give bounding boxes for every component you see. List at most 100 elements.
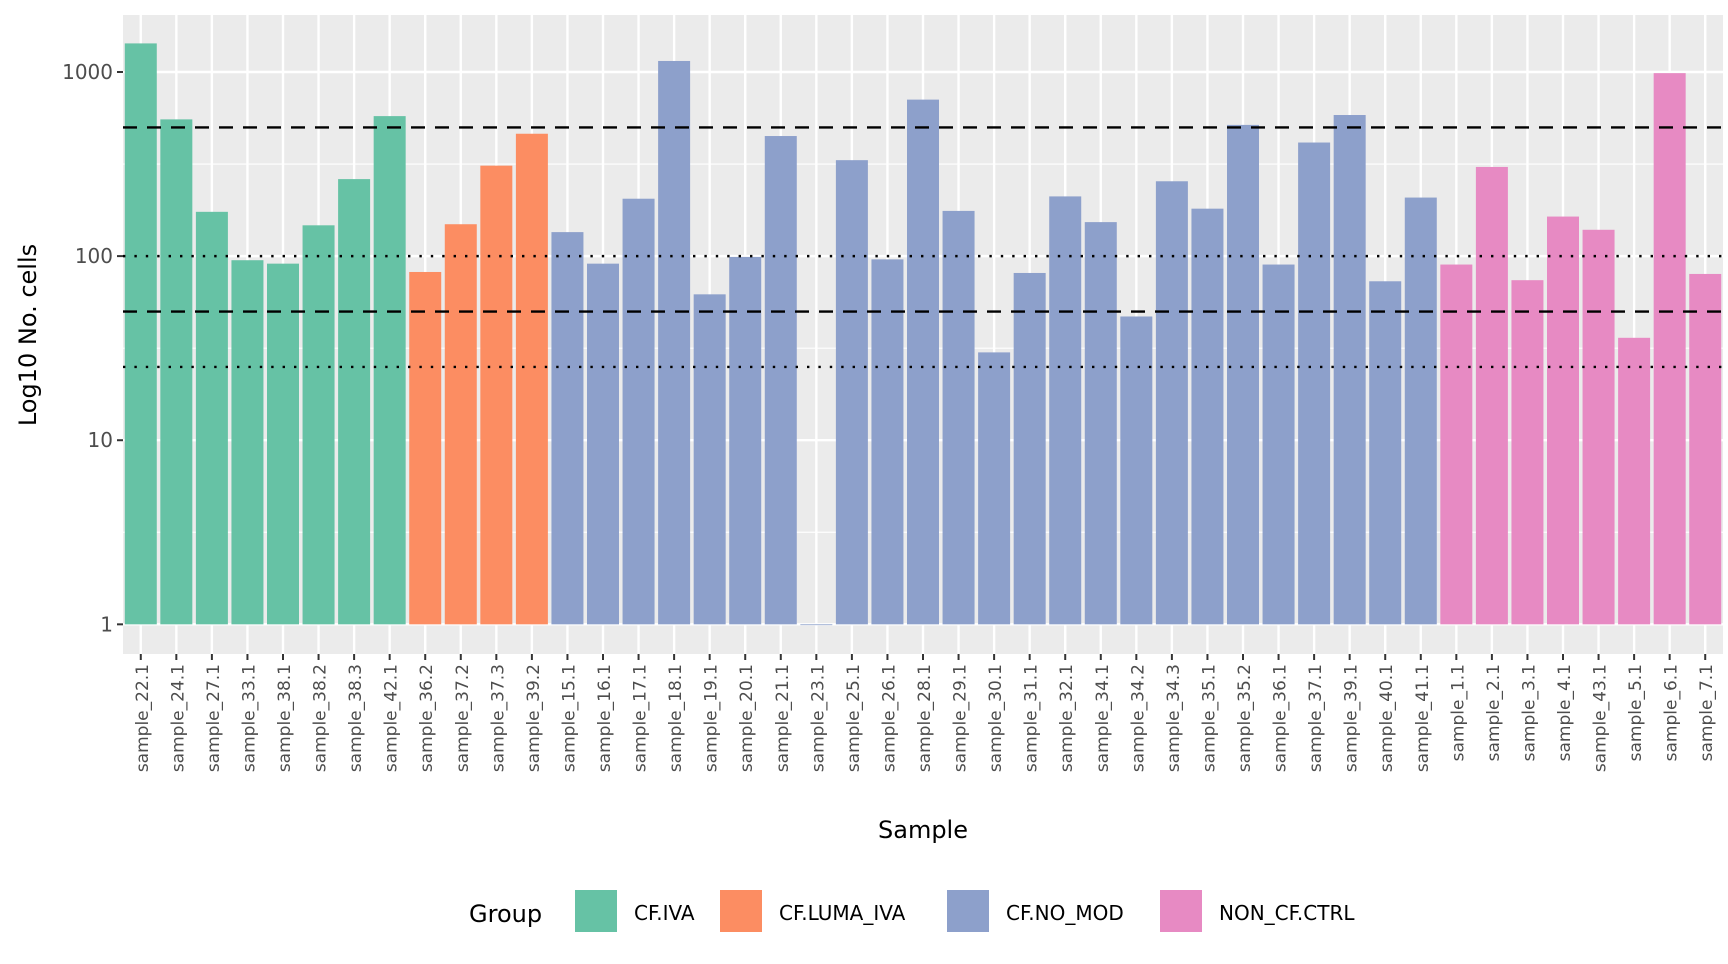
legend-label: CF.LUMA_IVA — [779, 901, 906, 925]
bar-sample_15.1 — [551, 232, 584, 625]
y-tick-label: 1 — [100, 612, 113, 636]
bar-sample_34.3 — [1155, 181, 1188, 625]
bar-sample_31.1 — [1013, 272, 1046, 625]
bar-sample_27.1 — [195, 211, 228, 625]
bar-sample_41.1 — [1404, 197, 1437, 625]
bar-sample_28.1 — [907, 99, 939, 625]
legend-title: Group — [469, 900, 542, 928]
x-tick-label: sample_32.1 — [1057, 664, 1077, 772]
x-tick-label: sample_37.3 — [488, 664, 508, 772]
bar-sample_39.2 — [515, 133, 548, 625]
x-tick-label: sample_37.2 — [453, 664, 473, 772]
bar-sample_1.1 — [1440, 264, 1473, 625]
bar-sample_36.2 — [409, 271, 442, 625]
x-tick-label: sample_30.1 — [986, 664, 1006, 772]
bar-sample_30.1 — [978, 352, 1011, 625]
bar-sample_37.2 — [444, 224, 477, 625]
x-tick-label: sample_34.2 — [1128, 664, 1148, 772]
legend-label: CF.NO_MOD — [1006, 901, 1124, 925]
bar-sample_43.1 — [1582, 229, 1615, 625]
bar-sample_33.1 — [231, 260, 264, 625]
x-tick-label: sample_15.1 — [559, 664, 579, 772]
x-tick-label: sample_7.1 — [1697, 664, 1717, 761]
x-tick-label: sample_36.1 — [1271, 664, 1291, 772]
x-tick-label: sample_3.1 — [1519, 664, 1539, 761]
x-tick-label: sample_6.1 — [1662, 664, 1682, 761]
bar-sample_37.3 — [480, 165, 513, 625]
x-tick-label: sample_5.1 — [1626, 664, 1646, 761]
bar-sample_37.1 — [1298, 142, 1331, 625]
bar-sample_38.2 — [302, 225, 335, 625]
legend-label: CF.IVA — [634, 901, 695, 925]
bar-sample_3.1 — [1511, 280, 1544, 625]
bar-sample_40.1 — [1369, 281, 1402, 625]
x-tick-label: sample_26.1 — [879, 664, 899, 772]
bar-sample_2.1 — [1475, 166, 1508, 625]
bar-sample_34.2 — [1120, 316, 1153, 625]
x-tick-label: sample_22.1 — [133, 664, 153, 772]
x-tick-label: sample_20.1 — [737, 664, 757, 772]
x-tick-label: sample_23.1 — [808, 664, 828, 772]
y-axis-title: Log10 No. cells — [14, 244, 42, 426]
x-tick-label: sample_40.1 — [1377, 664, 1397, 772]
bar-sample_18.1 — [658, 60, 691, 625]
bar-sample_32.1 — [1049, 196, 1082, 625]
x-tick-label: sample_19.1 — [702, 664, 722, 772]
bar-sample_35.2 — [1227, 124, 1259, 625]
bar-sample_20.1 — [729, 256, 762, 625]
bar-sample_23.1 — [800, 624, 833, 626]
legend-key-NON_CF.CTRL — [1160, 890, 1202, 932]
x-tick-label: sample_25.1 — [844, 664, 864, 772]
bar-sample_17.1 — [622, 198, 655, 625]
x-tick-label: sample_35.2 — [1235, 664, 1255, 772]
x-tick-label: sample_4.1 — [1555, 664, 1575, 761]
x-tick-label: sample_35.1 — [1199, 664, 1219, 772]
legend-key-CF.NO_MOD — [947, 890, 989, 932]
bar-sample_29.1 — [942, 210, 975, 625]
bar-sample_36.1 — [1262, 264, 1295, 625]
bar-sample_16.1 — [587, 263, 619, 625]
bar-sample_35.1 — [1191, 208, 1224, 625]
x-tick-label: sample_42.1 — [382, 664, 402, 772]
y-tick-label: 1000 — [62, 60, 113, 84]
bar-sample_7.1 — [1689, 273, 1722, 625]
x-tick-label: sample_29.1 — [951, 664, 971, 772]
x-tick-label: sample_39.2 — [524, 664, 544, 772]
x-tick-label: sample_17.1 — [631, 664, 651, 772]
bar-sample_24.1 — [160, 119, 193, 625]
bar-sample_26.1 — [871, 259, 904, 625]
legend-key-CF.LUMA_IVA — [720, 890, 762, 932]
bar-sample_34.1 — [1084, 222, 1117, 625]
x-tick-label: sample_27.1 — [204, 664, 224, 772]
y-tick-label: 100 — [75, 244, 113, 268]
legend-key-CF.IVA — [575, 890, 617, 932]
x-tick-label: sample_37.1 — [1306, 664, 1326, 772]
x-tick-label: sample_28.1 — [915, 664, 935, 772]
x-tick-label: sample_2.1 — [1484, 664, 1504, 761]
bar-sample_38.1 — [267, 263, 299, 625]
bar-sample_38.3 — [338, 179, 371, 625]
x-tick-label: sample_38.1 — [275, 664, 295, 772]
x-tick-label: sample_38.2 — [311, 664, 331, 772]
x-tick-label: sample_31.1 — [1022, 664, 1042, 772]
y-tick-label: 10 — [88, 428, 113, 452]
legend-label: NON_CF.CTRL — [1219, 901, 1355, 925]
x-tick-label: sample_41.1 — [1413, 664, 1433, 772]
bar-sample_22.1 — [124, 43, 157, 625]
bar-sample_19.1 — [693, 294, 726, 625]
x-tick-label: sample_33.1 — [239, 664, 259, 772]
bar-sample_21.1 — [764, 136, 797, 625]
legend: Group CF.IVA CF.LUMA_IVA CF.NO_MOD NON_CF.C… — [469, 890, 1355, 932]
x-tick-label: sample_18.1 — [666, 664, 686, 772]
bar-sample_6.1 — [1653, 73, 1686, 625]
bar-sample_5.1 — [1618, 337, 1651, 625]
x-axis-title: Sample — [878, 816, 968, 844]
bar-sample_4.1 — [1547, 216, 1579, 625]
x-tick-label: sample_38.3 — [346, 664, 366, 772]
x-tick-label: sample_24.1 — [168, 664, 188, 772]
x-tick-label: sample_34.1 — [1093, 664, 1113, 772]
bar-sample_42.1 — [373, 116, 406, 625]
x-tick-label: sample_36.2 — [417, 664, 437, 772]
x-tick-label: sample_39.1 — [1342, 664, 1362, 772]
